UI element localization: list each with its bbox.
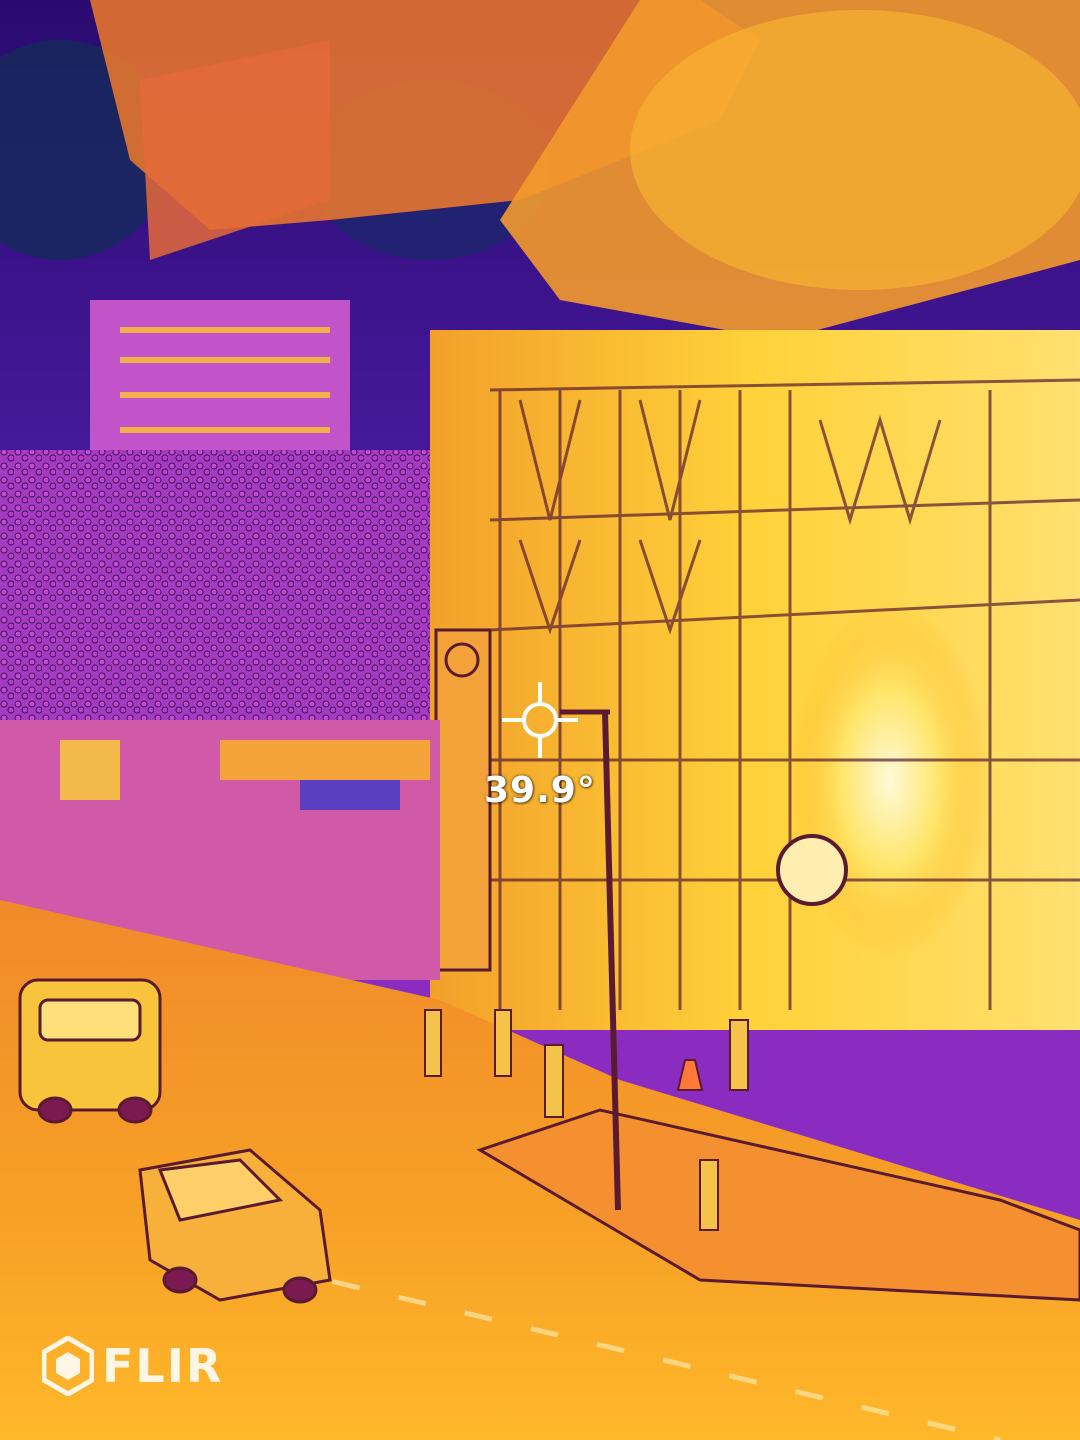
brand-watermark: FLIR <box>42 1334 223 1398</box>
flir-logo-icon <box>42 1336 94 1396</box>
car-parked <box>20 980 160 1122</box>
crosshair-icon <box>500 680 580 760</box>
brand-name: FLIR <box>102 1339 223 1393</box>
spot-temperature: 39.9° <box>484 770 596 811</box>
hillside-trees <box>0 450 430 750</box>
